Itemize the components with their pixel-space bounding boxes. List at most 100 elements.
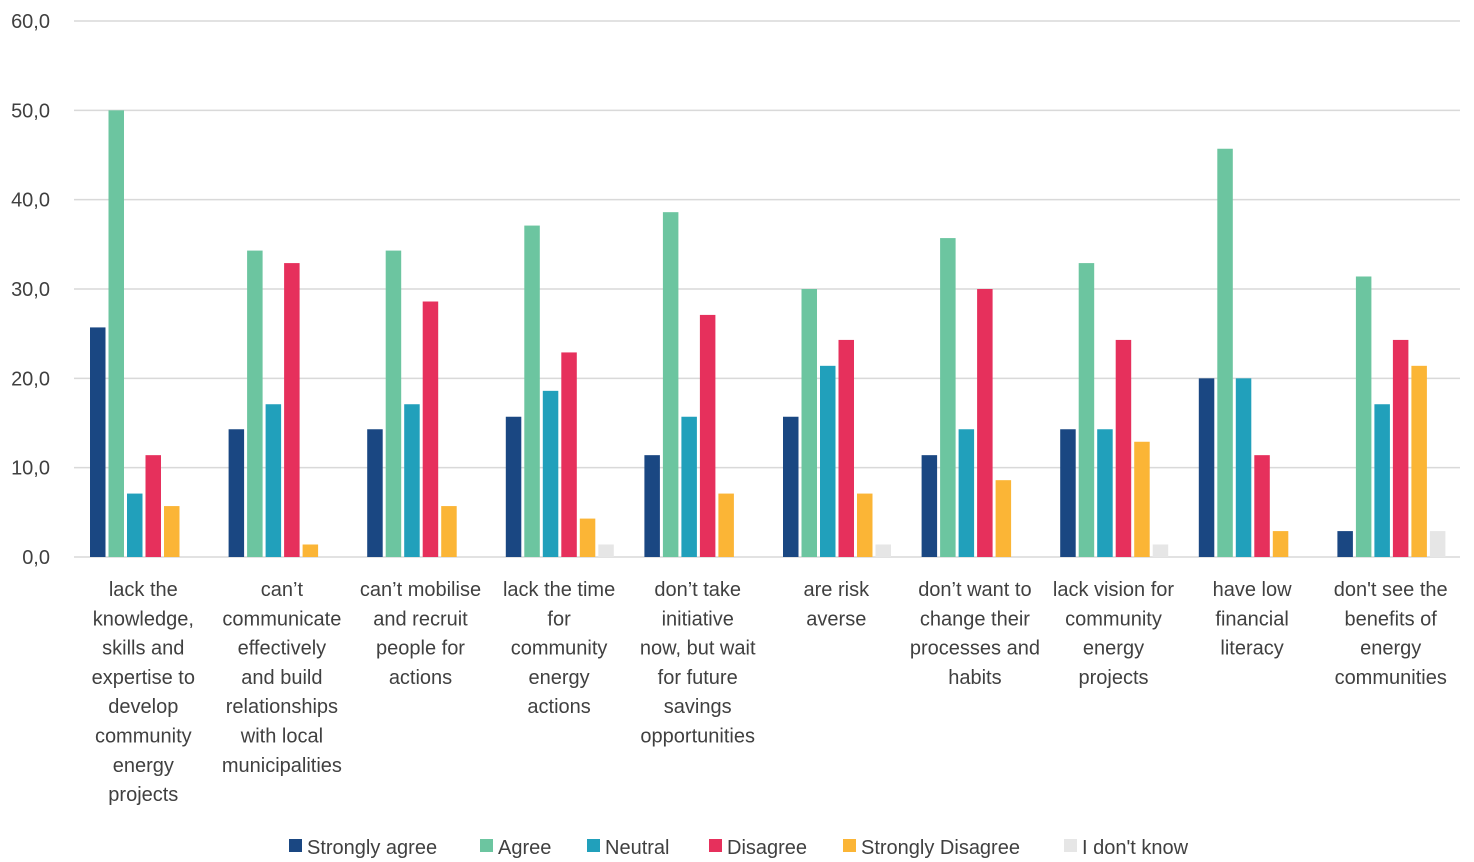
category-label: have low financial literacy (1213, 579, 1292, 660)
category-label: are risk averse (804, 579, 871, 630)
category-label-line: people for (376, 638, 465, 660)
bar (1134, 441, 1150, 557)
category-label-line: benefits of (1345, 608, 1438, 630)
bar (404, 404, 420, 557)
bar (505, 416, 522, 557)
category-label-line: and recruit (373, 608, 468, 630)
category-label-line: expertise to (92, 667, 195, 689)
category-label-line: communicate (222, 608, 341, 630)
bar (1337, 531, 1353, 557)
bar (875, 544, 891, 557)
bar (783, 416, 799, 557)
category-label-line: lack the (109, 579, 178, 601)
bar (265, 404, 282, 557)
bar (247, 250, 263, 557)
category-label-line: with local (240, 726, 323, 748)
y-tick-label: 30,0 (11, 279, 50, 301)
category-label-line: can’t (261, 579, 304, 601)
y-tick-label: 10,0 (11, 458, 50, 480)
legend: Strongly agree Agree Neutral Disagree Strong… (289, 837, 1189, 859)
category-label-line: skills and (102, 638, 184, 660)
bar (995, 480, 1012, 557)
gridlines (74, 20, 1460, 558)
category-label: don’t want to change their processes and ha… (910, 579, 1040, 689)
legend-label: Strongly agree (307, 837, 437, 859)
legend-swatch (289, 839, 302, 852)
y-tick-label: 60,0 (11, 11, 50, 33)
legend-label: I don't know (1082, 837, 1189, 859)
category-label-line: knowledge, (93, 608, 194, 630)
legend-swatch (1064, 839, 1077, 852)
category-label: lack vision for community energy projects (1053, 579, 1174, 689)
legend-label: Strongly Disagree (861, 837, 1020, 859)
category-label: don't see the benefits of energy communitie… (1334, 579, 1448, 689)
category-label: lack the time for community energy actions (503, 579, 615, 718)
category-label-line: effectively (238, 638, 327, 660)
bar (1115, 339, 1132, 557)
bar (1060, 429, 1076, 557)
y-tick-label: 20,0 (11, 368, 50, 390)
category-label-line: don’t want to (918, 579, 1031, 601)
category-label-line: municipalities (222, 755, 342, 777)
legend-swatch (709, 839, 722, 852)
category-label-line: actions (527, 696, 590, 718)
category-label-line: processes and (910, 638, 1040, 660)
category-label: lack the knowledge, skills and expertise to… (92, 579, 195, 806)
y-tick-label: 50,0 (11, 100, 50, 122)
category-label-line: lack the time (503, 579, 615, 601)
category-label-line: actions (389, 667, 452, 689)
bar (302, 544, 319, 557)
bar (1235, 378, 1252, 557)
category-label-line: don't see the (1334, 579, 1448, 601)
category-label-line: energy (1360, 638, 1421, 660)
bar (838, 339, 854, 557)
legend-swatch (480, 839, 493, 852)
legend-item: Disagree (709, 837, 807, 859)
bar (1374, 404, 1390, 557)
legend-swatch (843, 839, 856, 852)
category-label-line: lack vision for (1053, 579, 1174, 601)
bar (921, 455, 938, 557)
category-label: don’t take initiative now, but wait for fut… (640, 579, 756, 748)
category-label-line: now, but wait (640, 638, 756, 660)
category-label-line: energy (529, 667, 590, 689)
bar (1411, 365, 1427, 557)
bar (801, 289, 817, 557)
category-label-line: averse (806, 608, 866, 630)
bar (977, 289, 993, 557)
bar (228, 429, 245, 557)
y-axis-tick-labels: 0,0 10,0 20,0 30,0 40,0 50,0 60,0 (11, 11, 50, 569)
category-label-line: energy (113, 755, 174, 777)
bars (90, 110, 1446, 557)
legend-label: Neutral (605, 837, 669, 859)
bar (1217, 148, 1233, 557)
category-label-line: literacy (1220, 638, 1283, 660)
bar (1078, 263, 1095, 557)
category-label-line: community (1065, 608, 1162, 630)
bar (385, 250, 402, 557)
legend-label: Agree (498, 837, 551, 859)
y-tick-label: 40,0 (11, 190, 50, 212)
legend-swatch (587, 839, 600, 852)
legend-item: Strongly agree (289, 837, 437, 859)
bar (90, 327, 106, 557)
bar (422, 301, 439, 557)
category-label-line: community (511, 638, 608, 660)
category-label-line: communities (1335, 667, 1447, 689)
category-label-line: are risk (804, 579, 871, 601)
category-label: can’t communicate effectively and build rela… (222, 579, 342, 777)
bar (1272, 531, 1289, 557)
bar (441, 506, 457, 557)
category-label-line: can’t mobilise (360, 579, 481, 601)
category-label-line: initiative (662, 608, 734, 630)
category-label-line: relationships (226, 696, 338, 718)
bar (644, 455, 660, 557)
bar (524, 225, 540, 557)
category-label-line: financial (1215, 608, 1288, 630)
bar (127, 493, 143, 557)
bar (561, 352, 577, 557)
legend-item: Strongly Disagree (843, 837, 1020, 859)
bar (1355, 276, 1372, 557)
legend-item: Neutral (587, 837, 669, 859)
